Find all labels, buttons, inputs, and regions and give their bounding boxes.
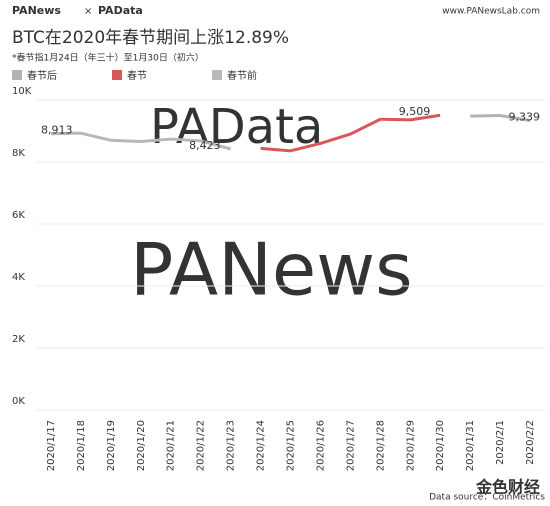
y-tick-label: 6K [12, 210, 25, 221]
footer-watermark: 金色财经 [475, 478, 540, 497]
data-label: 9,509 [399, 105, 431, 118]
data-label: 9,339 [509, 110, 541, 123]
brand-right: PAData [98, 4, 143, 17]
x-tick-label: 2020/1/29 [405, 420, 416, 471]
y-tick-label: 4K [12, 272, 25, 283]
x-tick-label: 2020/1/21 [166, 420, 177, 471]
x-tick-label: 2020/1/25 [286, 420, 297, 471]
legend-swatch [12, 70, 22, 80]
brand-left: PANews [12, 4, 61, 17]
x-tick-label: 2020/1/26 [315, 420, 326, 471]
y-tick-label: 2K [12, 334, 25, 345]
chart-title: BTC在2020年春节期间上涨12.89% [12, 28, 289, 48]
x-tick-label: 2020/1/24 [256, 420, 267, 471]
source: Data source：CoinMetrics [429, 493, 545, 503]
separator: × [84, 6, 92, 17]
y-tick-label: 0K [12, 396, 25, 407]
data-label: 8,913 [41, 124, 73, 137]
y-tick-label: 10K [12, 86, 32, 97]
watermark: PANews [130, 228, 413, 312]
chart-subtitle: *春节指1月24日（年三十）至1月30日（初六） [12, 52, 204, 64]
url: www.PANewsLab.com [442, 7, 540, 17]
x-tick-label: 2020/2/1 [495, 420, 506, 465]
series-line [50, 131, 232, 151]
legend-swatch [112, 70, 122, 80]
x-tick-label: 2020/1/18 [76, 420, 87, 471]
x-tick-label: 2020/1/31 [465, 420, 476, 471]
x-tick-label: 2020/1/27 [345, 420, 356, 471]
legend-swatch [212, 70, 222, 80]
y-tick-label: 8K [12, 148, 25, 159]
data-label: 8,423 [189, 139, 221, 152]
series-line [470, 114, 531, 122]
x-tick-label: 2020/1/20 [136, 420, 147, 471]
x-tick-label: 2020/2/2 [525, 420, 536, 465]
x-tick-label: 2020/1/23 [226, 420, 237, 471]
legend-label: 春节前 [227, 69, 257, 82]
x-tick-label: 2020/1/19 [106, 420, 117, 471]
x-tick-label: 2020/1/28 [375, 420, 386, 471]
series-line [260, 113, 441, 153]
x-tick-label: 2020/1/17 [46, 420, 57, 471]
legend-label: 春节 [127, 70, 147, 82]
x-tick-label: 2020/1/30 [435, 420, 446, 471]
watermark: PAData [150, 99, 323, 155]
legend-label: 春节后 [27, 70, 57, 82]
x-tick-label: 2020/1/22 [196, 420, 207, 471]
